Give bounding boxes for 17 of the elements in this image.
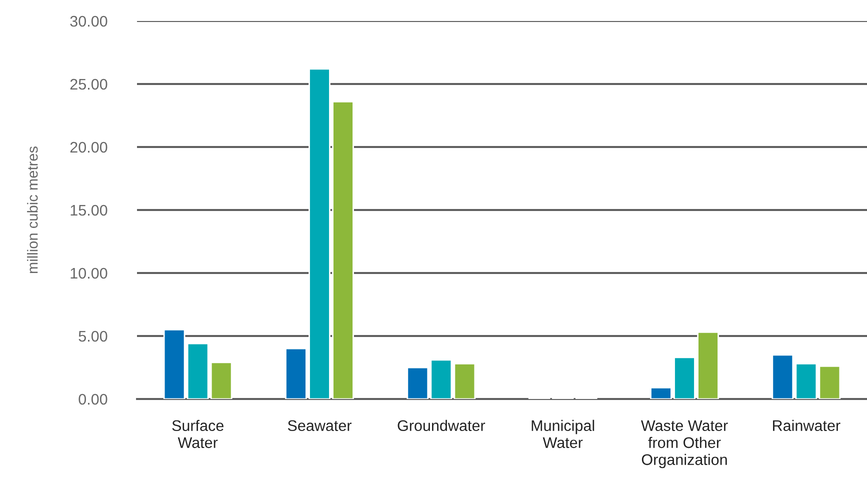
y-tick-label: 15.00 — [70, 204, 108, 216]
bar — [818, 366, 841, 399]
x-tick-label: Seawater — [288, 420, 352, 432]
y-tick-label: 10.00 — [70, 268, 108, 279]
x-tick-label: Surface Water — [172, 420, 224, 448]
x-tick-label: Municipal Water — [532, 420, 594, 448]
y-tick-label: 20.00 — [70, 142, 108, 153]
y-axis-title: million cubic metres — [27, 146, 38, 274]
x-tick-label: Waste Water from Other Organization — [641, 420, 728, 468]
x-tick-label: Groundwater — [398, 420, 486, 432]
bar — [163, 329, 186, 399]
y-tick-label: 5.00 — [78, 330, 108, 342]
x-tick-label: Rainwater — [773, 420, 840, 432]
y-tick-label: 30.00 — [70, 16, 108, 27]
y-tick-label: 25.00 — [70, 78, 108, 90]
y-tick-label: 0.00 — [78, 394, 108, 405]
bar — [454, 363, 476, 399]
